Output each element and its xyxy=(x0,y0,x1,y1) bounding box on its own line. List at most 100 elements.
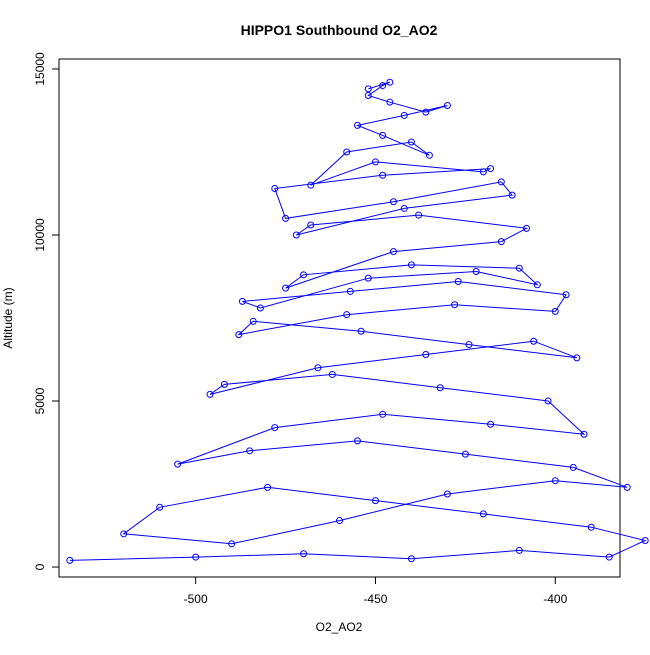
data-point xyxy=(523,224,530,232)
data-point xyxy=(386,98,394,106)
data-point xyxy=(379,82,387,90)
y-tick-label: 0 xyxy=(33,563,47,570)
data-point xyxy=(379,171,387,179)
data-point xyxy=(515,546,523,554)
data-point xyxy=(623,483,631,491)
data-point xyxy=(238,297,246,305)
data-point xyxy=(120,530,128,538)
data-point xyxy=(487,165,495,173)
data-point xyxy=(605,553,613,561)
data-point xyxy=(228,540,236,548)
data-point xyxy=(300,271,308,279)
y-tick-label: 5000 xyxy=(33,387,47,414)
x-tick-label: -450 xyxy=(363,592,387,606)
x-tick-label: -400 xyxy=(543,592,567,606)
data-point xyxy=(400,111,408,119)
data-point xyxy=(357,327,365,335)
data-point xyxy=(307,221,315,229)
data-point xyxy=(530,337,538,345)
data-point xyxy=(364,92,372,100)
data-point xyxy=(641,536,649,544)
data-point xyxy=(451,301,459,309)
chart-title: HIPPO1 Southbound O2_AO2 xyxy=(241,22,438,38)
data-point xyxy=(292,231,300,239)
data-point xyxy=(407,138,415,146)
data-point xyxy=(443,490,451,498)
data-point xyxy=(479,168,487,176)
data-point xyxy=(343,311,351,319)
data-point xyxy=(264,483,272,491)
data-point xyxy=(389,198,397,206)
series-layer xyxy=(66,78,649,564)
data-point xyxy=(192,553,200,561)
data-point xyxy=(551,477,559,485)
data-point xyxy=(551,307,559,315)
data-point xyxy=(497,238,505,246)
data-point xyxy=(246,447,254,455)
data-point xyxy=(425,151,433,159)
data-point xyxy=(364,85,372,93)
data-point xyxy=(174,460,182,468)
data-point xyxy=(461,450,469,458)
data-point xyxy=(580,430,588,438)
data-point xyxy=(422,351,430,359)
data-point xyxy=(343,148,351,156)
data-point xyxy=(379,131,387,139)
data-point xyxy=(364,274,372,282)
y-tick-label: 10000 xyxy=(33,218,47,252)
x-axis-label: O2_AO2 xyxy=(316,620,363,634)
data-point xyxy=(533,281,541,289)
data-point xyxy=(156,503,164,511)
data-point xyxy=(487,420,495,428)
y-axis-label: Altitude (m) xyxy=(1,287,15,348)
data-point xyxy=(497,178,505,186)
data-point xyxy=(249,317,257,325)
data-point xyxy=(353,437,361,445)
data-point xyxy=(400,204,408,212)
data-point xyxy=(407,261,415,269)
data-point xyxy=(443,101,451,109)
data-point xyxy=(436,384,444,392)
data-point xyxy=(256,304,264,312)
data-point xyxy=(379,410,387,418)
data-point xyxy=(515,264,523,272)
data-point xyxy=(307,181,315,189)
data-point xyxy=(328,370,336,378)
data-point xyxy=(336,517,343,525)
data-point xyxy=(220,380,228,388)
data-point xyxy=(479,510,487,518)
data-point xyxy=(282,214,290,222)
data-point xyxy=(353,121,361,129)
data-point xyxy=(508,191,516,199)
data-point xyxy=(314,364,322,372)
data-point xyxy=(66,556,74,564)
data-point xyxy=(371,158,379,166)
data-point xyxy=(235,331,243,339)
data-point xyxy=(422,108,430,116)
y-tick-label: 15000 xyxy=(33,52,47,86)
x-tick-label: -500 xyxy=(184,592,208,606)
data-point xyxy=(300,550,308,558)
x-axis: -500 -450 -400 xyxy=(184,576,568,606)
data-point xyxy=(573,354,581,362)
data-point xyxy=(465,341,473,349)
data-point xyxy=(587,523,595,531)
data-point xyxy=(371,497,379,505)
data-point xyxy=(206,390,214,398)
data-point xyxy=(544,397,552,405)
data-point xyxy=(271,424,279,432)
data-point xyxy=(454,277,462,285)
data-point xyxy=(569,463,577,471)
data-point xyxy=(407,555,415,563)
data-point xyxy=(472,268,480,276)
y-axis: 0 5000 10000 15000 xyxy=(33,52,60,570)
data-point xyxy=(346,287,354,295)
data-point xyxy=(271,185,279,192)
data-point xyxy=(282,284,290,292)
data-point xyxy=(389,248,397,256)
data-point xyxy=(415,211,423,219)
data-point xyxy=(386,78,394,86)
